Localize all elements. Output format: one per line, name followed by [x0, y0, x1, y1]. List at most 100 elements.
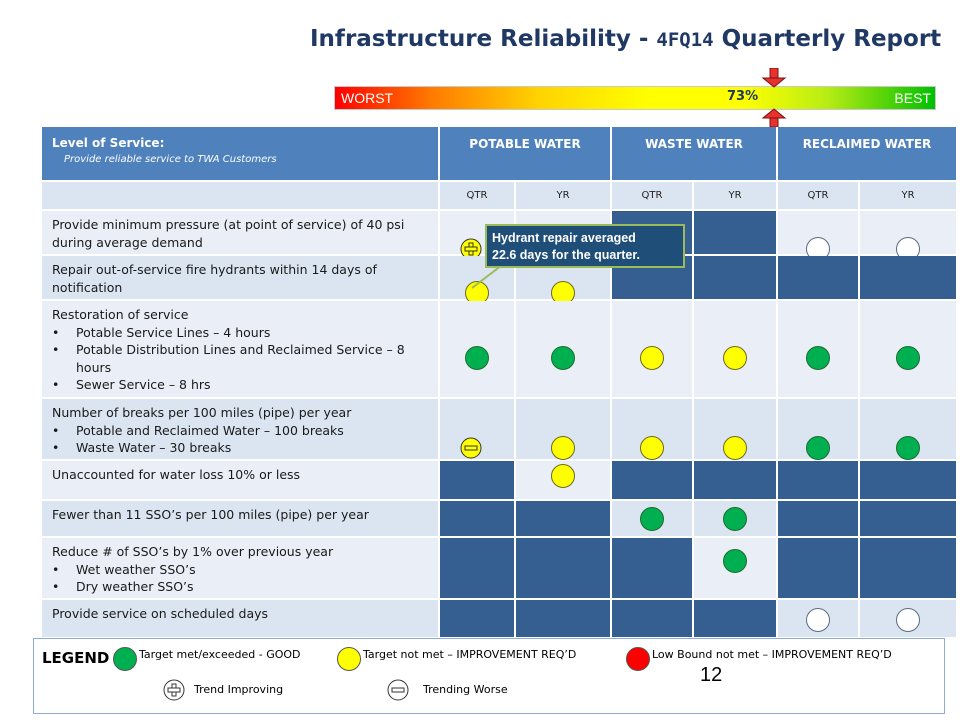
status-dot-green — [465, 346, 489, 370]
page-title: Infrastructure Reliability - 4FQ14 Quart… — [310, 26, 950, 52]
status-dot-green — [896, 436, 920, 460]
los-title: Level of Service: — [52, 136, 165, 150]
subheader-waste-yr: YR — [694, 182, 776, 209]
title-main: Infrastructure Reliability - — [310, 26, 657, 52]
status-cell-r1-c4 — [694, 211, 776, 254]
row-bullet: Potable Service Lines – 4 hours — [52, 324, 432, 342]
legend-low-bound-label: Low Bound not met – IMPROVEMENT REQ’D — [652, 648, 892, 661]
status-cell-r5-c3 — [612, 461, 692, 499]
status-dot-green — [806, 436, 830, 460]
legend-trend-worse-label: Trending Worse — [423, 683, 508, 696]
status-cell-r6-c5 — [778, 501, 858, 536]
row-bullet: Waste Water – 30 breaks — [52, 439, 432, 457]
gauge-percent: 73% — [727, 89, 759, 104]
title-quarter: 4FQ14 — [656, 29, 714, 51]
status-cell-r8-c2 — [516, 600, 610, 637]
row-label-text: Provide minimum pressure (at point of se… — [52, 217, 405, 250]
subheader-potable-qtr: QTR — [440, 182, 514, 209]
status-cell-r2-c4 — [694, 256, 776, 299]
row-bullet: Potable and Reclaimed Water – 100 breaks — [52, 422, 432, 440]
column-header-potable-water: POTABLE WATER — [440, 127, 610, 180]
row-bullet-list: Wet weather SSO’sDry weather SSO’s — [52, 561, 432, 596]
row-label-4: Number of breaks per 100 miles (pipe) pe… — [42, 399, 438, 459]
level-of-service-table: Level of Service: Provide reliable servi… — [42, 127, 956, 637]
trend-improving-icon — [460, 238, 482, 260]
row-label-text: Repair out-of-service fire hydrants with… — [52, 262, 377, 295]
status-cell-r6-c6 — [860, 501, 956, 536]
row-label-text: Reduce # of SSO’s by 1% over previous ye… — [52, 544, 334, 559]
status-cell-r7-c3 — [612, 538, 692, 598]
status-dot-yellow — [551, 436, 575, 460]
row-bullet: Sewer Service – 8 hrs — [52, 376, 432, 394]
status-cell-r5-c4 — [694, 461, 776, 499]
legend-yellow-dot — [337, 647, 361, 671]
callout-line-2: 22.6 days for the quarter. — [492, 248, 640, 262]
status-dot-green — [806, 346, 830, 370]
callout-line-1: Hydrant repair averaged — [492, 231, 636, 245]
row-label-7: Reduce # of SSO’s by 1% over previous ye… — [42, 538, 438, 598]
status-dot-green — [723, 507, 747, 531]
status-dot-green — [723, 549, 747, 573]
subheader-reclaimed-qtr: QTR — [778, 182, 858, 209]
title-tail: Quarterly Report — [713, 26, 942, 52]
row-bullet-list: Potable and Reclaimed Water – 100 breaks… — [52, 422, 432, 457]
row-label-5: Unaccounted for water loss 10% or less — [42, 461, 438, 499]
minus-icon — [387, 679, 409, 701]
status-cell-r5-c1 — [440, 461, 514, 499]
legend-good-label: Target met/exceeded - GOOD — [139, 648, 301, 661]
legend: LEGEND Target met/exceeded - GOOD Target… — [33, 638, 945, 714]
legend-not-met-label: Target not met – IMPROVEMENT REQ’D — [363, 648, 577, 661]
row-label-text: Fewer than 11 SSO’s per 100 miles (pipe)… — [52, 507, 369, 522]
status-dot-yellow — [723, 436, 747, 460]
status-dot-yellow — [723, 346, 747, 370]
row-bullet: Dry weather SSO’s — [52, 578, 432, 596]
gauge-marker-top-icon — [761, 68, 787, 88]
status-dot-white — [806, 608, 830, 632]
status-dot-yellow — [551, 464, 575, 488]
status-dot-yellow — [640, 346, 664, 370]
status-dot-green — [640, 507, 664, 531]
row-label-8: Provide service on scheduled days — [42, 600, 438, 637]
status-cell-r7-c5 — [778, 538, 858, 598]
los-subtitle: Provide reliable service to TWA Customer… — [64, 154, 277, 165]
row-label-6: Fewer than 11 SSO’s per 100 miles (pipe)… — [42, 501, 438, 536]
status-dot-yellow — [640, 436, 664, 460]
status-cell-r2-c6 — [860, 256, 956, 299]
status-cell-r7-c1 — [440, 538, 514, 598]
subheader-blank — [42, 182, 438, 209]
status-cell-r2-c5 — [778, 256, 858, 299]
row-label-text: Restoration of service — [52, 307, 189, 322]
row-label-text: Number of breaks per 100 miles (pipe) pe… — [52, 405, 352, 420]
plus-icon — [163, 679, 185, 701]
row-label-1: Provide minimum pressure (at point of se… — [42, 211, 438, 254]
legend-trend-improving-label: Trend Improving — [194, 683, 284, 696]
status-cell-r7-c6 — [860, 538, 956, 598]
status-cell-r8-c4 — [694, 600, 776, 637]
subheader-potable-yr: YR — [516, 182, 610, 209]
status-cell-r8-c3 — [612, 600, 692, 637]
gauge-worst-label: WORST — [341, 90, 394, 106]
row-label-3: Restoration of service Potable Service Li… — [42, 301, 438, 397]
row-label-text: Provide service on scheduled days — [52, 606, 269, 621]
status-dot-green — [551, 346, 575, 370]
status-cell-r8-c1 — [440, 600, 514, 637]
legend-title: LEGEND — [42, 649, 110, 667]
legend-green-dot — [113, 647, 137, 671]
status-cell-r6-c2 — [516, 501, 610, 536]
trend-worse-icon — [460, 437, 482, 459]
status-dot-white — [896, 608, 920, 632]
subheader-reclaimed-yr: YR — [860, 182, 956, 209]
row-bullet: Potable Distribution Lines and Reclaimed… — [52, 341, 432, 376]
los-header: Level of Service: Provide reliable servi… — [42, 127, 438, 180]
legend-red-dot — [626, 647, 650, 671]
status-cell-r5-c5 — [778, 461, 858, 499]
hydrant-callout: Hydrant repair averaged 22.6 days for th… — [485, 224, 685, 268]
status-dot-green — [896, 346, 920, 370]
row-label-2: Repair out-of-service fire hydrants with… — [42, 256, 438, 299]
column-header-waste-water: WASTE WATER — [612, 127, 776, 180]
gauge-marker-bottom-icon — [761, 108, 787, 128]
row-bullet: Wet weather SSO’s — [52, 561, 432, 579]
page-number: 12 — [700, 664, 723, 686]
reliability-gauge: WORST 73% BEST — [334, 86, 936, 110]
row-bullet-list: Potable Service Lines – 4 hoursPotable D… — [52, 324, 432, 394]
